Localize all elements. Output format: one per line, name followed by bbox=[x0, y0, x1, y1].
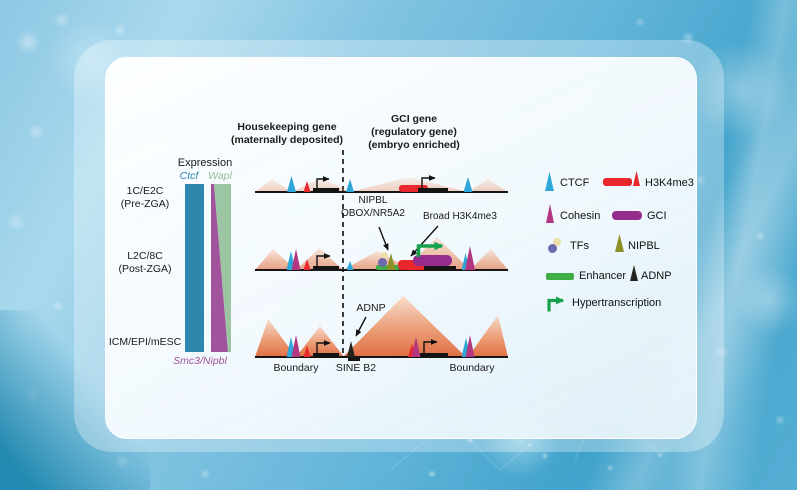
enhancer-block-icon bbox=[546, 273, 574, 280]
stage-label-l2c-8c: L2C/8C (Post-ZGA) bbox=[118, 250, 172, 276]
cohesin-peak bbox=[411, 337, 421, 357]
legend-label-tfs: TFs bbox=[570, 240, 589, 252]
ctcf-peak bbox=[287, 176, 296, 192]
gci-header-line3: (embryo enriched) bbox=[368, 139, 460, 152]
gene-body bbox=[420, 353, 448, 357]
adnp-annotation: ADNP bbox=[356, 302, 386, 314]
dashed-divider-line bbox=[342, 150, 344, 357]
gene-body bbox=[313, 188, 339, 192]
ctcf-peak bbox=[346, 179, 354, 192]
cohesin-peak bbox=[291, 335, 301, 357]
h3k4me3-domain bbox=[399, 184, 428, 192]
legend-label-nipbl: NIPBL bbox=[628, 240, 660, 252]
ctcf-gene-label: Ctcf bbox=[179, 170, 199, 182]
housekeeping-header-line1: Housekeeping gene bbox=[237, 121, 337, 133]
tf-purple-circle bbox=[377, 257, 387, 267]
cohesin-peak-icon bbox=[546, 204, 554, 223]
h3k4me3-peak bbox=[303, 345, 311, 357]
wapl-gene-label: Wapl bbox=[208, 170, 232, 182]
adnp-peak bbox=[347, 341, 355, 357]
stage-label-icm-epi-mesc: ICM/EPI/mESC bbox=[108, 336, 182, 348]
gci-block-icon bbox=[612, 210, 642, 220]
ctcf-peak bbox=[461, 338, 471, 357]
ctcf-peak bbox=[286, 251, 296, 270]
broad-h3k4me3-domain bbox=[398, 260, 427, 270]
nipbl-peak-icon bbox=[615, 234, 624, 252]
legend-label-h3k4me3: H3K4me3 bbox=[645, 177, 694, 189]
housekeeping-header: Housekeeping gene (maternally deposited) bbox=[217, 121, 357, 147]
nipbl-obox-annotation: NIPBL OBOX/NR5A2 bbox=[341, 195, 405, 219]
adnp-peak-icon bbox=[630, 265, 638, 281]
stage-label-1c-e2c: 1C/E2C (Pre-ZGA) bbox=[120, 185, 170, 211]
gene-body bbox=[418, 188, 448, 192]
ctcf-peak bbox=[286, 337, 296, 357]
h3k4me3-block-icon bbox=[603, 178, 632, 186]
adnp-pointer-arrow bbox=[355, 316, 367, 337]
gene-body bbox=[313, 353, 339, 357]
hypertranscription-arrow-icon bbox=[547, 296, 565, 312]
tf-purple-icon bbox=[548, 244, 557, 253]
legend-label-gci: GCI bbox=[647, 210, 667, 222]
legend-label-ctcf: CTCF bbox=[560, 177, 590, 189]
wapl-smc3-expression-bar bbox=[211, 184, 231, 352]
tf-yellow-icon bbox=[553, 238, 561, 246]
h3k4me3-peak-icon bbox=[633, 171, 640, 186]
h3k4me3-peak bbox=[303, 181, 311, 192]
gci-header-line2: (regulatory gene) bbox=[371, 126, 457, 139]
ctcf-peak-weak bbox=[346, 261, 354, 270]
expression-title: Expression bbox=[177, 157, 233, 169]
cohesin-peak bbox=[465, 335, 475, 357]
sine-b2-label: SINE B2 bbox=[335, 362, 377, 374]
nipbl-pointer-arrow bbox=[378, 226, 389, 251]
ctcf-peak-icon bbox=[545, 172, 554, 191]
ctcf-peak bbox=[463, 177, 473, 192]
broad-h3k4me3-annotation: Broad H3K4me3 bbox=[423, 211, 497, 222]
legend-label-cohesin: Cohesin bbox=[560, 210, 601, 222]
genome-line-row1 bbox=[255, 190, 508, 193]
boundary-label-right: Boundary bbox=[449, 362, 495, 374]
legend-label-hypertranscription: Hypertranscription bbox=[572, 297, 662, 309]
legend-label-adnp: ADNP bbox=[641, 270, 672, 282]
genome-line-row3 bbox=[255, 355, 508, 358]
nipbl-peak bbox=[386, 253, 396, 270]
sine-b2-element bbox=[348, 357, 360, 361]
gci-header: GCI gene (regulatory gene) (embryo enric… bbox=[344, 113, 484, 152]
gci-header-line1: GCI gene bbox=[390, 113, 438, 125]
boundary-label-left: Boundary bbox=[273, 362, 319, 374]
h3k4me3-peak bbox=[408, 344, 416, 357]
cohesin-peak bbox=[465, 246, 475, 270]
cohesin-peak bbox=[291, 249, 301, 270]
ctcf-peak bbox=[461, 253, 470, 270]
tad-triangle bbox=[470, 249, 508, 270]
gene-body bbox=[424, 266, 456, 270]
smc3-nipbl-gene-label: Smc3/Nipbl bbox=[173, 355, 227, 367]
legend-label-enhancer: Enhancer bbox=[579, 270, 627, 282]
h3k4me3-peak bbox=[303, 259, 311, 270]
tad-triangle bbox=[468, 315, 508, 357]
housekeeping-header-line2: (maternally deposited) bbox=[230, 134, 344, 147]
ctcf-expression-bar bbox=[185, 184, 204, 352]
tf-yellow-circle bbox=[380, 251, 388, 259]
gene-body bbox=[313, 266, 339, 270]
gci-block bbox=[413, 255, 452, 266]
